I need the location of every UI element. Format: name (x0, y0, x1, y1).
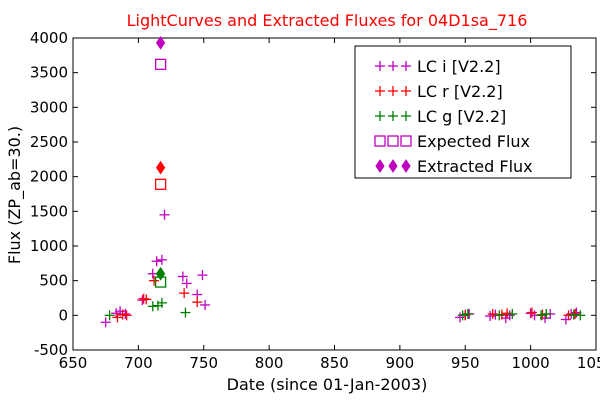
plus-data-point (181, 278, 192, 289)
plus-data-point (156, 254, 167, 265)
plus-data-point (159, 209, 170, 220)
axis-ticks: 650 700 750 800 850 900 950 1000 1050 -500 0 500 100… (30, 29, 600, 372)
x-tick-label: 1050 (577, 354, 600, 372)
legend-marker (400, 135, 412, 147)
legend-marker (401, 86, 411, 96)
plus-data-point (485, 311, 496, 322)
legend-marker (388, 159, 398, 173)
y-tick-label: 3500 (30, 64, 68, 82)
plus-data-point (541, 308, 552, 319)
legend-marker (388, 111, 398, 121)
plus-data-point (120, 308, 131, 319)
y-tick-label: 1500 (30, 202, 68, 220)
plus-data-point (180, 307, 191, 318)
plus-data-point (563, 310, 574, 321)
plus-data-point (100, 317, 111, 328)
plus-data-point (462, 308, 473, 319)
plus-data-point (177, 271, 188, 282)
y-tick-label: 2500 (30, 133, 68, 151)
plus-data-point (455, 312, 466, 323)
legend-label: LC r [V2.2] (417, 82, 503, 101)
legend-label: LC g [V2.2] (417, 107, 506, 126)
plus-data-point (151, 256, 162, 267)
legend-marker (388, 86, 398, 96)
plus-data-point (200, 299, 211, 310)
legend-label: Expected Flux (417, 132, 530, 151)
plus-data-point (192, 297, 203, 308)
plus-data-point (526, 307, 537, 318)
plus-data-point (147, 301, 158, 312)
y-tick-label: 0 (58, 306, 68, 324)
x-tick-label: 700 (124, 354, 153, 372)
plus-data-point (507, 308, 518, 319)
plus-data-point (568, 309, 579, 320)
legend-marker (374, 135, 386, 147)
y-tick-label: 2000 (30, 168, 68, 186)
x-tick-label: 1000 (512, 354, 550, 372)
legend-marker (401, 61, 411, 71)
diamond-data-point (156, 266, 166, 281)
y-axis-label: Flux (ZP_ab=30.) (5, 126, 25, 264)
plus-data-point (487, 308, 498, 319)
x-tick-label: 850 (320, 354, 349, 372)
plus-data-point (496, 309, 507, 320)
diamond-data-point (156, 160, 166, 175)
plus-data-point (575, 310, 586, 321)
legend-label: Extracted Flux (417, 157, 533, 176)
y-tick-label: 1000 (30, 237, 68, 255)
chart-title: LightCurves and Extracted Fluxes for 04D… (127, 11, 528, 31)
plus-data-point (536, 310, 547, 321)
plus-data-point (494, 310, 505, 321)
plus-data-point (141, 294, 152, 305)
legend-marker (401, 111, 411, 121)
x-tick-label: 800 (255, 354, 284, 372)
y-tick-label: 4000 (30, 29, 68, 47)
plus-data-point (179, 288, 190, 299)
y-tick-label: 3000 (30, 98, 68, 116)
x-tick-label: 750 (189, 354, 218, 372)
diamond-data-point (156, 35, 166, 50)
plus-data-point (570, 308, 581, 319)
x-tick-label: 950 (451, 354, 480, 372)
legend: LC i [V2.2] LC r [V2.2] LC g [V2.2] Expecte… (354, 45, 572, 179)
legend-box (354, 45, 572, 179)
plus-data-point (457, 310, 468, 321)
legend-marker (375, 111, 385, 121)
plus-data-point (197, 270, 208, 281)
legend-label: LC i [V2.2] (417, 57, 501, 76)
legend-marker (375, 159, 385, 173)
legend-marker (375, 86, 385, 96)
legend-marker (388, 61, 398, 71)
plus-data-point (504, 310, 515, 321)
plus-data-point (121, 310, 132, 321)
plus-data-point (104, 310, 115, 321)
x-tick-label: 650 (59, 354, 88, 372)
y-tick-label: 500 (39, 272, 68, 290)
x-tick-label: 900 (386, 354, 415, 372)
legend-marker (401, 159, 411, 173)
square-data-point (154, 178, 167, 190)
plus-data-point (502, 308, 513, 319)
plus-data-point (112, 312, 123, 323)
plus-data-point (560, 314, 571, 325)
plus-data-point (138, 293, 149, 304)
legend-marker (387, 135, 399, 147)
legend-marker (375, 61, 385, 71)
plus-data-point (149, 275, 160, 286)
x-axis-label: Date (since 01-Jan-2003) (227, 375, 428, 394)
square-data-point (154, 58, 167, 70)
y-tick-label: -500 (34, 341, 68, 359)
plus-data-point (156, 297, 167, 308)
